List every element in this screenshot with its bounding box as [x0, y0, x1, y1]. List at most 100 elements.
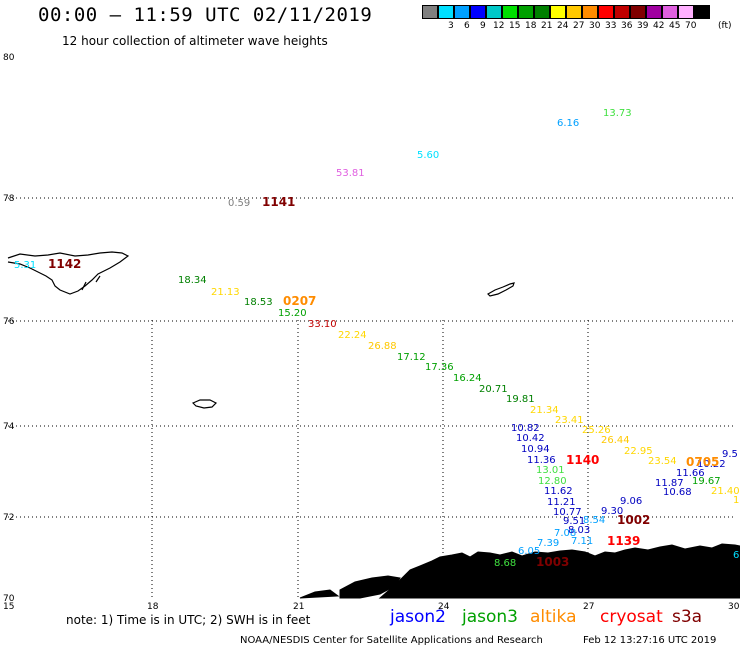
- satellite-name: altika: [530, 607, 577, 627]
- wave-height-reading: 53.81: [336, 168, 365, 179]
- legend-swatch: [518, 5, 534, 19]
- wave-height-reading: 17.36: [425, 362, 454, 373]
- wave-height-reading: 21.34: [530, 405, 559, 416]
- legend-label: 21: [541, 21, 553, 31]
- legend-swatch: [614, 5, 630, 19]
- wave-height-reading: 10.77: [553, 507, 582, 518]
- wave-height-reading: 21.13: [211, 287, 240, 298]
- pass-time-label: 1003: [536, 555, 569, 569]
- legend-swatch: [598, 5, 614, 19]
- wave-height-reading: 7.11: [571, 536, 593, 547]
- wave-height-reading: 19.81: [506, 394, 535, 405]
- wave-height-reading: 10.94: [521, 444, 550, 455]
- wave-height-reading: 11.62: [544, 486, 573, 497]
- legend-unit: (ft): [718, 21, 732, 31]
- longitude-label: 21: [293, 602, 304, 612]
- credit: NOAA/NESDIS Center for Satellite Applica…: [240, 635, 543, 646]
- wave-height-reading: 7.08: [554, 528, 576, 539]
- legend-label: 6: [464, 21, 470, 31]
- footnote: note: 1) Time is in UTC; 2) SWH is in fe…: [66, 613, 311, 627]
- legend-swatch: [694, 5, 710, 19]
- legend-swatch: [662, 5, 678, 19]
- wave-height-reading: 33.10: [308, 319, 337, 330]
- legend-label: 9: [480, 21, 486, 31]
- wave-height-reading: 20.71: [479, 384, 508, 395]
- legend-swatch: [582, 5, 598, 19]
- wave-height-reading: 11.87: [655, 478, 684, 489]
- legend-swatch: [630, 5, 646, 19]
- wave-height-reading: 9.5: [722, 449, 738, 460]
- wave-height-reading: 11.36: [527, 455, 556, 466]
- hopen-island: [487, 282, 515, 297]
- wave-height-reading: 17.12: [397, 352, 426, 363]
- legend-label: 15: [509, 21, 521, 31]
- wave-height-reading: 23.54: [648, 456, 677, 467]
- longitude-label: 18: [147, 602, 159, 612]
- latitude-label: 80: [3, 53, 15, 63]
- satellite-name: jason3: [462, 607, 518, 627]
- color-legend: [422, 5, 710, 19]
- legend-swatch: [550, 5, 566, 19]
- wave-height-reading: 13.73: [603, 108, 632, 119]
- wave-height-reading: 13.01: [536, 465, 565, 476]
- wave-height-reading: 8.54: [583, 515, 605, 526]
- wave-height-reading: 10.42: [516, 433, 545, 444]
- pass-times: 1141 1142 0207 1140 1002 1139 1003 0705: [48, 195, 719, 569]
- wave-height-reading: 26.88: [368, 341, 397, 352]
- pass-time-label: 1142: [48, 257, 81, 271]
- pass-time-label: 1141: [262, 195, 295, 209]
- legend-swatch: [566, 5, 582, 19]
- wave-height-reading: 6.16: [557, 118, 579, 129]
- wave-height-reading: 25.26: [582, 425, 611, 436]
- legend-swatch: [502, 5, 518, 19]
- wave-height-reading: 9.30: [601, 506, 623, 517]
- latitude-label: 78: [3, 194, 15, 204]
- satellite-name: jason2: [390, 607, 446, 627]
- wave-height-reading: 12.80: [538, 476, 567, 487]
- legend-label: 12: [493, 21, 505, 31]
- latitude-lines: [8, 197, 733, 518]
- wave-height-reading: 7.39: [537, 538, 559, 549]
- latitude-label: 72: [3, 513, 14, 523]
- wave-height-reading: 0.59: [228, 198, 250, 209]
- pass-time-label: 0705: [686, 455, 719, 469]
- wave-height-reading: 10.22: [697, 459, 726, 470]
- wave-height-reading: 15.20: [278, 308, 307, 319]
- longitude-label: 27: [583, 602, 594, 612]
- legend-swatch: [454, 5, 470, 19]
- legend-swatch: [486, 5, 502, 19]
- wave-height-reading: 26.44: [601, 435, 630, 446]
- legend-swatch: [678, 5, 694, 19]
- pass-time-label: 1139: [607, 534, 640, 548]
- legend-label: 18: [525, 21, 537, 31]
- wave-height-reading: 19.67: [692, 476, 721, 487]
- norway-coast: [299, 543, 740, 599]
- longitude-label: 15: [3, 602, 14, 612]
- longitude-label: 30: [728, 602, 740, 612]
- wave-height-reading: 1: [733, 495, 739, 506]
- pass-time-label: 0207: [283, 294, 316, 308]
- map-subtitle: 12 hour collection of altimeter wave hei…: [62, 34, 328, 48]
- legend-label: 45: [669, 21, 681, 31]
- latitude-label: 70: [3, 594, 15, 604]
- wave-height-reading: 16.24: [453, 373, 482, 384]
- legend-label: 27: [573, 21, 585, 31]
- wave-height-reading: 21.40: [711, 486, 740, 497]
- bear-island: [191, 399, 218, 409]
- wave-height-reading: 23.41: [555, 415, 584, 426]
- latitude-label: 76: [3, 317, 15, 327]
- wave-height-reading: 5.31: [14, 260, 36, 271]
- pass-time-label: 1002: [617, 513, 650, 527]
- color-legend-labels: 3 6 9 12 15 18 21 24 27 30 33 36 39 42 45 70 (ft): [422, 21, 740, 33]
- wave-height-reading: 18.53: [244, 297, 273, 308]
- wave-readings: 13.736.165.6053.810.595.3118.3421.1318.5…: [14, 108, 740, 569]
- map-title: 00:00 – 11:59 UTC 02/11/2019: [38, 4, 373, 26]
- satellite-name: cryosat: [600, 607, 663, 627]
- legend-label: 30: [589, 21, 601, 31]
- wave-height-reading: 11.21: [547, 497, 576, 508]
- legend-swatch: [438, 5, 454, 19]
- satellite-name: s3a: [672, 607, 703, 627]
- generated-timestamp: Feb 12 13:27:16 UTC 2019: [583, 635, 717, 646]
